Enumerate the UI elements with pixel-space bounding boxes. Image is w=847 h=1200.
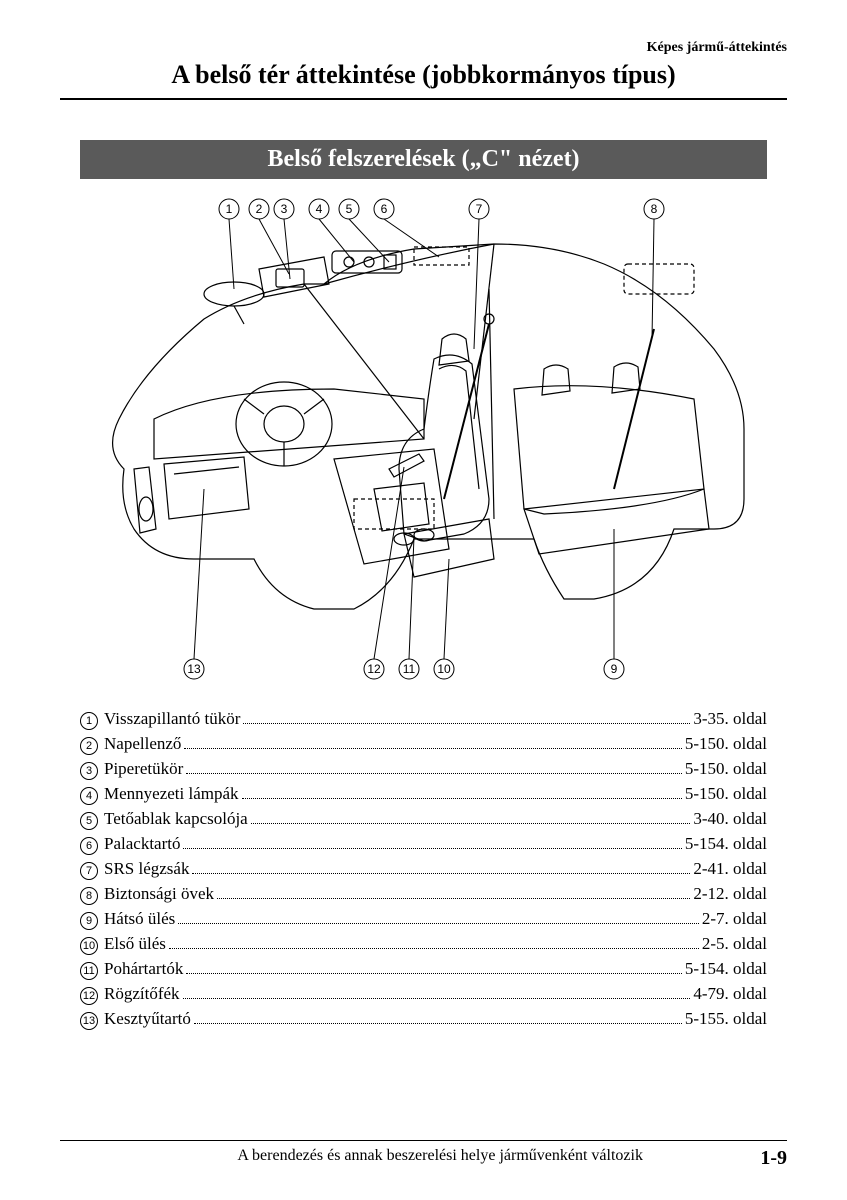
index-page-ref: 2-7. oldal (702, 909, 767, 929)
index-leader-dots (243, 723, 690, 724)
index-leader-dots (184, 748, 681, 749)
svg-text:9: 9 (610, 662, 617, 676)
svg-text:7: 7 (475, 202, 482, 216)
index-leader-dots (194, 1023, 682, 1024)
index-label: Mennyezeti lámpák (104, 784, 239, 804)
svg-text:11: 11 (402, 662, 415, 676)
svg-text:12: 12 (367, 662, 381, 676)
header-chapter: Képes jármű-áttekintés (60, 40, 787, 56)
index-row: 11 Pohártartók 5-154. oldal (80, 959, 767, 980)
index-label: Napellenző (104, 734, 181, 754)
index-label: Tetőablak kapcsolója (104, 809, 248, 829)
index-leader-dots (186, 973, 682, 974)
index-number-icon: 10 (80, 937, 98, 955)
index-page-ref: 5-154. oldal (685, 959, 767, 979)
index-leader-dots (186, 773, 682, 774)
index-page-ref: 4-79. oldal (693, 984, 767, 1004)
index-page-ref: 5-150. oldal (685, 734, 767, 754)
index-label: Piperetükör (104, 759, 183, 779)
index-leader-dots (251, 823, 691, 824)
footer-page-number: 1-9 (760, 1147, 787, 1170)
svg-text:2: 2 (255, 202, 262, 216)
svg-text:6: 6 (380, 202, 387, 216)
index-label: Pohártartók (104, 959, 183, 979)
index-label: Kesztyűtartó (104, 1009, 191, 1029)
index-label: Első ülés (104, 934, 166, 954)
index-row: 3 Piperetükör 5-150. oldal (80, 759, 767, 780)
car-interior-svg: 12345678 131211109 (94, 189, 754, 689)
index-number-icon: 12 (80, 987, 98, 1005)
index-label: SRS légzsák (104, 859, 189, 879)
index-label: Hátsó ülés (104, 909, 175, 929)
index-page-ref: 2-5. oldal (702, 934, 767, 954)
index-number-icon: 2 (80, 737, 98, 755)
svg-text:4: 4 (315, 202, 322, 216)
index-page-ref: 5-150. oldal (685, 759, 767, 779)
svg-text:3: 3 (280, 202, 287, 216)
index-row: 4 Mennyezeti lámpák 5-150. oldal (80, 784, 767, 805)
index-number-icon: 11 (80, 962, 98, 980)
index-number-icon: 8 (80, 887, 98, 905)
index-number-icon: 7 (80, 862, 98, 880)
interior-diagram: 12345678 131211109 (94, 189, 754, 689)
index-row: 7 SRS légzsák 2-41. oldal (80, 859, 767, 880)
index-page-ref: 3-35. oldal (693, 709, 767, 729)
index-leader-dots (183, 848, 681, 849)
index-label: Palacktartó (104, 834, 180, 854)
index-row: 10 Első ülés 2-5. oldal (80, 934, 767, 955)
index-row: 13 Kesztyűtartó 5-155. oldal (80, 1009, 767, 1030)
index-row: 1 Visszapillantó tükör 3-35. oldal (80, 709, 767, 730)
index-row: 6 Palacktartó 5-154. oldal (80, 834, 767, 855)
page-title: A belső tér áttekintése (jobbkormányos t… (60, 60, 787, 100)
index-page-ref: 5-150. oldal (685, 784, 767, 804)
index-page-ref: 2-41. oldal (693, 859, 767, 879)
index-leader-dots (169, 948, 699, 949)
index-leader-dots (178, 923, 699, 924)
index-leader-dots (217, 898, 690, 899)
index-page-ref: 3-40. oldal (693, 809, 767, 829)
svg-text:8: 8 (650, 202, 657, 216)
index-number-icon: 4 (80, 787, 98, 805)
index-number-icon: 13 (80, 1012, 98, 1030)
index-number-icon: 5 (80, 812, 98, 830)
svg-text:5: 5 (345, 202, 352, 216)
index-page-ref: 5-155. oldal (685, 1009, 767, 1029)
index-leader-dots (242, 798, 682, 799)
index-leader-dots (183, 998, 691, 999)
svg-text:13: 13 (187, 662, 201, 676)
index-number-icon: 6 (80, 837, 98, 855)
index-page-ref: 2-12. oldal (693, 884, 767, 904)
footer-note: A berendezés és annak beszerelési helye … (120, 1147, 760, 1170)
index-number-icon: 1 (80, 712, 98, 730)
index-row: 9 Hátsó ülés 2-7. oldal (80, 909, 767, 930)
section-title: Belső felszerelések („C" nézet) (80, 140, 767, 179)
index-page-ref: 5-154. oldal (685, 834, 767, 854)
page-footer: A berendezés és annak beszerelési helye … (60, 1140, 787, 1170)
index-label: Visszapillantó tükör (104, 709, 240, 729)
index-label: Biztonsági övek (104, 884, 214, 904)
index-row: 12 Rögzítőfék 4-79. oldal (80, 984, 767, 1005)
index-number-icon: 3 (80, 762, 98, 780)
index-label: Rögzítőfék (104, 984, 180, 1004)
svg-text:1: 1 (225, 202, 232, 216)
index-list: 1 Visszapillantó tükör 3-35. oldal 2 Napelle… (60, 709, 787, 1030)
index-row: 8 Biztonsági övek 2-12. oldal (80, 884, 767, 905)
index-row: 5 Tetőablak kapcsolója 3-40. oldal (80, 809, 767, 830)
index-leader-dots (192, 873, 690, 874)
svg-text:10: 10 (437, 662, 451, 676)
index-number-icon: 9 (80, 912, 98, 930)
index-row: 2 Napellenző 5-150. oldal (80, 734, 767, 755)
